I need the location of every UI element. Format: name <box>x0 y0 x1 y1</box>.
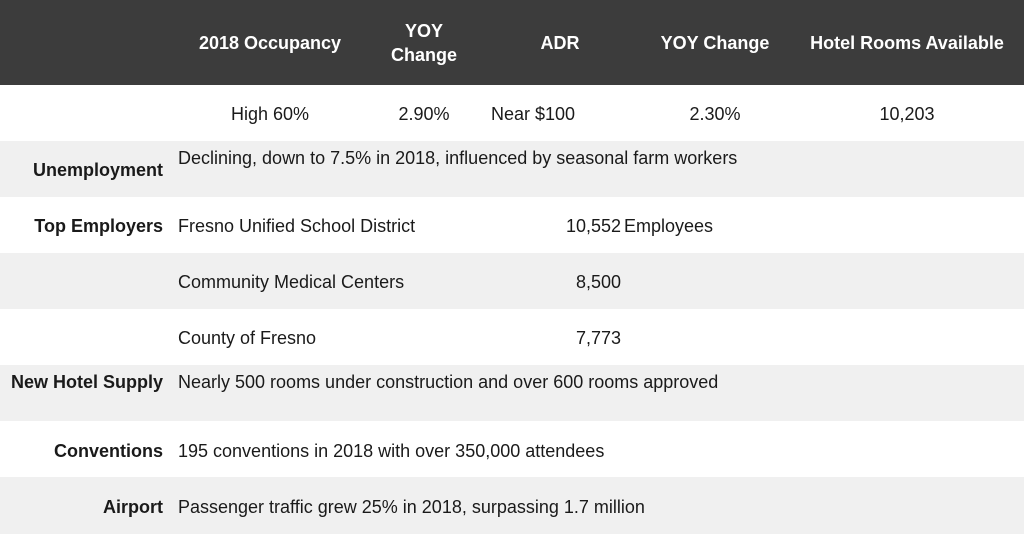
occupancy-value: High 60% <box>230 104 310 124</box>
unemployment-label: Unemployment <box>32 160 163 180</box>
header-yoy-change-adr: YOY Change <box>660 32 770 53</box>
employer-name: County of Fresno <box>178 328 317 348</box>
yoy-adr-value: 2.30% <box>689 104 741 124</box>
employer-unit: Employees <box>624 216 714 236</box>
conventions-row: Conventions 195 conventions in 2018 with… <box>0 421 1024 477</box>
adr-value: Near $100 <box>490 104 576 124</box>
new-hotel-supply-row: New Hotel Supply Nearly 500 rooms under … <box>0 365 1024 421</box>
employer-row-2: Community Medical Centers 8,500 <box>0 253 1024 309</box>
employer-row-1: Top Employers Fresno Unified School Dist… <box>0 197 1024 253</box>
airport-row: Airport Passenger traffic grew 25% in 20… <box>0 477 1024 534</box>
airport-text: Passenger traffic grew 25% in 2018, surp… <box>178 497 645 517</box>
employer-count: 10,552 <box>565 216 621 236</box>
yoy-occupancy-value: 2.90% <box>398 104 450 124</box>
unemployment-row: Unemployment Declining, down to 7.5% in … <box>0 141 1024 197</box>
table-header: 2018 Occupancy YOY Change ADR YOY Change… <box>0 0 1024 85</box>
conventions-text: 195 conventions in 2018 with over 350,00… <box>178 441 605 461</box>
header-adr: ADR <box>540 32 580 53</box>
new-hotel-supply-text: Nearly 500 rooms under construction and … <box>178 372 719 392</box>
header-rooms-available: Hotel Rooms Available <box>810 32 1004 53</box>
employer-row-3: County of Fresno 7,773 <box>0 309 1024 365</box>
rooms-available-value: 10,203 <box>879 104 935 124</box>
unemployment-text: Declining, down to 7.5% in 2018, influen… <box>178 148 738 168</box>
employer-name: Fresno Unified School District <box>178 216 416 236</box>
metrics-row: High 60% 2.90% Near $100 2.30% 10,203 <box>0 85 1024 141</box>
header-yoy-change: YOY Change <box>390 20 457 65</box>
employer-name: Community Medical Centers <box>178 272 405 292</box>
employer-count: 8,500 <box>575 272 621 292</box>
conventions-label: Conventions <box>53 441 163 461</box>
airport-label: Airport <box>103 497 163 517</box>
top-employers-label: Top Employers <box>34 216 163 236</box>
new-hotel-supply-label: New Hotel Supply <box>10 372 163 392</box>
employer-count: 7,773 <box>575 328 621 348</box>
header-occupancy: 2018 Occupancy <box>198 32 342 53</box>
